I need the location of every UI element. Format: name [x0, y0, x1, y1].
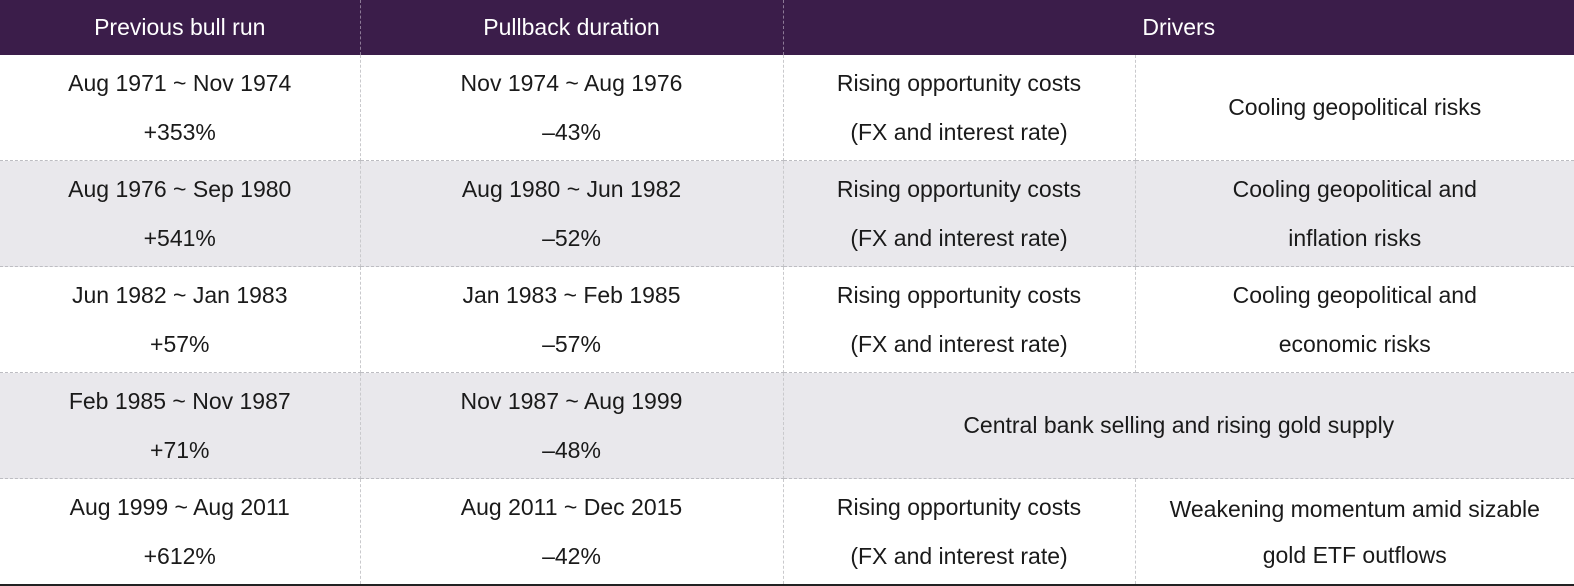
pullback-cell: Nov 1987 ~ Aug 1999 –48% [360, 373, 783, 479]
pullback-period: Aug 2011 ~ Dec 2015 [361, 483, 783, 532]
bull-gain: +71% [0, 426, 360, 475]
header-drivers: Drivers [783, 0, 1574, 55]
header-row: Previous bull run Pullback duration Driv… [0, 0, 1574, 55]
driver-a-line1: Rising opportunity costs [784, 271, 1135, 320]
pullback-change: –48% [361, 426, 783, 475]
header-pullback-duration: Pullback duration [360, 0, 783, 55]
bull-period: Aug 1971 ~ Nov 1974 [0, 59, 360, 108]
driver-b-text: Cooling geopolitical risks [1136, 83, 1574, 132]
pullback-change: –57% [361, 320, 783, 369]
driver-a-cell: Rising opportunity costs (FX and interes… [783, 479, 1135, 586]
bull-gain: +353% [0, 108, 360, 157]
bull-run-cell: Aug 1976 ~ Sep 1980 +541% [0, 161, 360, 267]
table-row: Jun 1982 ~ Jan 1983 +57% Jan 1983 ~ Feb … [0, 267, 1574, 373]
bull-run-cell: Aug 1971 ~ Nov 1974 +353% [0, 55, 360, 161]
bull-period: Feb 1985 ~ Nov 1987 [0, 377, 360, 426]
pullback-cell: Jan 1983 ~ Feb 1985 –57% [360, 267, 783, 373]
driver-b-line1: Weakening momentum amid sizable [1142, 486, 1569, 532]
driver-combined-cell: Central bank selling and rising gold sup… [783, 373, 1574, 479]
driver-b-line2: gold ETF outflows [1142, 532, 1569, 578]
bull-gain: +541% [0, 214, 360, 263]
table-row: Aug 1976 ~ Sep 1980 +541% Aug 1980 ~ Jun… [0, 161, 1574, 267]
driver-b-cell: Cooling geopolitical and economic risks [1135, 267, 1574, 373]
driver-a-line2: (FX and interest rate) [784, 214, 1135, 263]
pullback-cell: Nov 1974 ~ Aug 1976 –43% [360, 55, 783, 161]
driver-a-cell: Rising opportunity costs (FX and interes… [783, 55, 1135, 161]
pullback-change: –52% [361, 214, 783, 263]
driver-b-cell: Cooling geopolitical risks [1135, 55, 1574, 161]
driver-b-line2: economic risks [1136, 320, 1574, 369]
driver-b-line1: Cooling geopolitical and [1136, 271, 1574, 320]
bull-gain: +57% [0, 320, 360, 369]
pullback-period: Nov 1974 ~ Aug 1976 [361, 59, 783, 108]
driver-a-cell: Rising opportunity costs (FX and interes… [783, 267, 1135, 373]
table-row: Aug 1999 ~ Aug 2011 +612% Aug 2011 ~ Dec… [0, 479, 1574, 586]
table-row: Aug 1971 ~ Nov 1974 +353% Nov 1974 ~ Aug… [0, 55, 1574, 161]
driver-b-cell: Weakening momentum amid sizable gold ETF… [1135, 479, 1574, 586]
bull-run-cell: Feb 1985 ~ Nov 1987 +71% [0, 373, 360, 479]
pullback-change: –43% [361, 108, 783, 157]
bull-run-cell: Aug 1999 ~ Aug 2011 +612% [0, 479, 360, 586]
driver-b-line1: Cooling geopolitical and [1136, 165, 1574, 214]
driver-a-line2: (FX and interest rate) [784, 532, 1135, 581]
driver-a-line1: Rising opportunity costs [784, 165, 1135, 214]
driver-a-line1: Rising opportunity costs [784, 59, 1135, 108]
header-previous-bull-run: Previous bull run [0, 0, 360, 55]
pullback-change: –42% [361, 532, 783, 581]
driver-combined-text: Central bank selling and rising gold sup… [784, 401, 1574, 450]
driver-a-line2: (FX and interest rate) [784, 320, 1135, 369]
table-row: Feb 1985 ~ Nov 1987 +71% Nov 1987 ~ Aug … [0, 373, 1574, 479]
bull-period: Jun 1982 ~ Jan 1983 [0, 271, 360, 320]
bull-period: Aug 1999 ~ Aug 2011 [0, 483, 360, 532]
driver-a-cell: Rising opportunity costs (FX and interes… [783, 161, 1135, 267]
driver-a-line2: (FX and interest rate) [784, 108, 1135, 157]
bull-period: Aug 1976 ~ Sep 1980 [0, 165, 360, 214]
pullback-period: Jan 1983 ~ Feb 1985 [361, 271, 783, 320]
pullback-cell: Aug 1980 ~ Jun 1982 –52% [360, 161, 783, 267]
pullback-period: Aug 1980 ~ Jun 1982 [361, 165, 783, 214]
driver-b-cell: Cooling geopolitical and inflation risks [1135, 161, 1574, 267]
driver-a-line1: Rising opportunity costs [784, 483, 1135, 532]
pullback-cell: Aug 2011 ~ Dec 2015 –42% [360, 479, 783, 586]
bull-run-cell: Jun 1982 ~ Jan 1983 +57% [0, 267, 360, 373]
driver-b-line2: inflation risks [1136, 214, 1574, 263]
bull-gain: +612% [0, 532, 360, 581]
pullback-period: Nov 1987 ~ Aug 1999 [361, 377, 783, 426]
